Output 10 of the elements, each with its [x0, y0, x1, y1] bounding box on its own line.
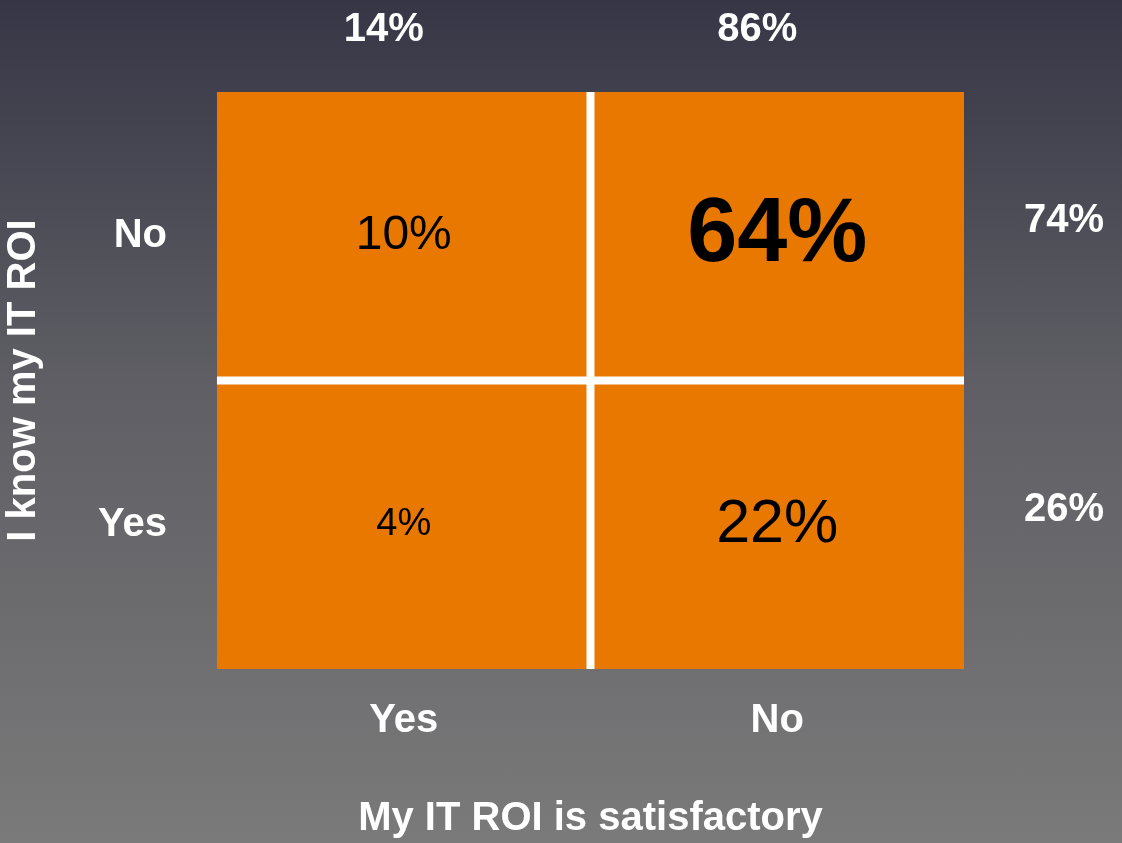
- data-label: 4%: [376, 501, 432, 544]
- y2-tick-label: 74%: [1023, 196, 1105, 241]
- data-label: 10%: [355, 206, 452, 260]
- data-label: 22%: [716, 486, 839, 555]
- data-label: 64%: [687, 180, 868, 281]
- y-axis-title: I know my IT ROI: [0, 219, 44, 542]
- text: 14%: [343, 5, 424, 50]
- y2-tick-label: 26%: [1023, 484, 1105, 529]
- x-axis-title: My IT ROI is satisfactory: [358, 794, 824, 839]
- text: 86%: [717, 5, 798, 50]
